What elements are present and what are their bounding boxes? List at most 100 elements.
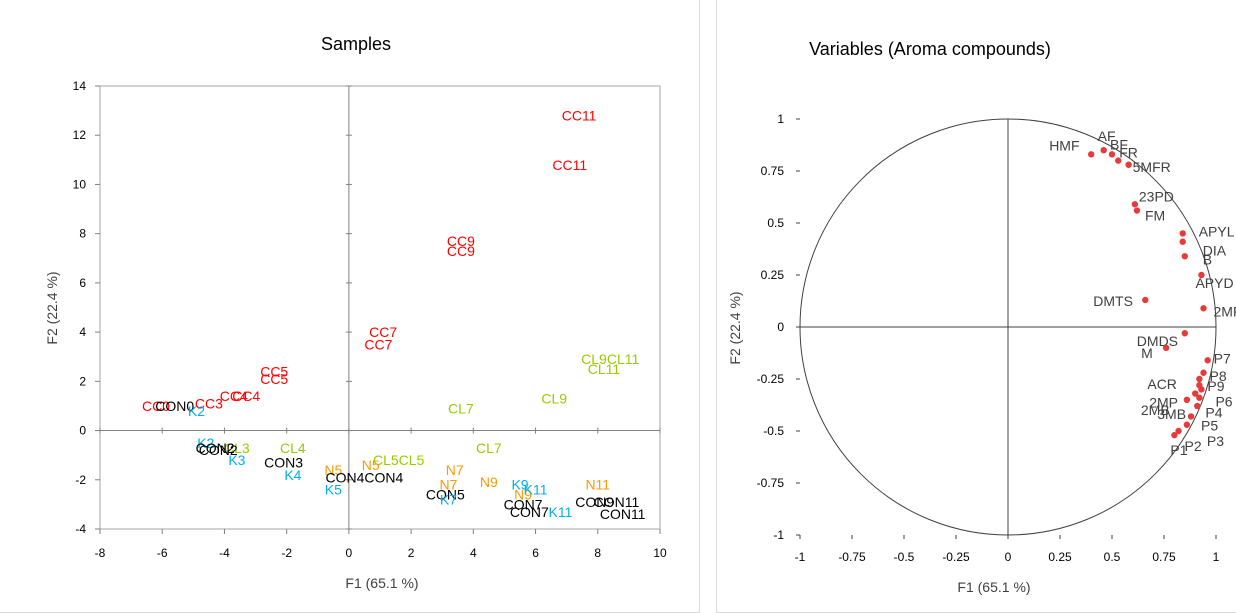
variable-label: 2MF (1214, 303, 1236, 319)
x-tick-label: -0.75 (838, 550, 866, 564)
variable-point (1183, 396, 1191, 403)
sample-point-label: CC9 (447, 243, 475, 259)
variable-label: HMF (1049, 137, 1079, 153)
chart-title: Variables (Aroma compounds) (809, 39, 1051, 59)
y-tick-label: 2 (79, 374, 86, 388)
variable-label: M (1141, 345, 1153, 361)
variable-label: P8 (1210, 368, 1227, 384)
variables-chart: Variables (Aroma compounds) F1 (65.1 %) … (727, 39, 1236, 595)
sample-point-label: CC5 (260, 363, 288, 379)
sample-point-label: CON2 (199, 442, 238, 458)
variable-point (1198, 271, 1205, 279)
x-tick-label: 2 (408, 546, 415, 560)
variable-label: 2MB (1141, 402, 1170, 418)
x-tick-label: 8 (594, 546, 601, 560)
x-tick-label: 0.5 (1104, 550, 1121, 564)
sample-point-label: K5 (325, 482, 342, 498)
sample-point-label: CL11 (588, 361, 621, 377)
sample-point-label: CON4CON4 (326, 469, 404, 485)
variable-label: BF (1110, 136, 1128, 152)
plot-area: -8 -6 -4 -2 0 2 4 6 8 10 -4 -2 0 2 4 6 8 10 12 14 (73, 79, 667, 560)
variable-point (1196, 375, 1203, 383)
x-tick-label: 10 (653, 546, 667, 560)
sample-point-label: K7 (440, 491, 457, 507)
sample-point-label: CL3 (224, 440, 250, 456)
y-tick-label: 4 (79, 325, 86, 339)
sample-point-label: CON3 (264, 455, 303, 471)
variable-point (1200, 369, 1207, 376)
y-tick-label: -1 (773, 528, 784, 542)
x-tick-label: -6 (157, 546, 168, 560)
y-tick-label: -4 (75, 522, 86, 536)
variable-point (1115, 157, 1122, 164)
sample-point-label: CC5 (260, 371, 288, 387)
sample-point-label: CON7 (510, 504, 549, 520)
variable-label: P1 (1170, 442, 1187, 458)
variable-point (1171, 431, 1178, 439)
variable-label: ACR (1147, 376, 1177, 392)
x-axis-label: F1 (65.1 %) (345, 575, 418, 591)
sample-point-label: CC9 (447, 233, 475, 249)
variable-label: B (1203, 251, 1212, 267)
data-points: HMFAFBFFR5MFR23PDFMAPYLDIABAPYDDMTS2MFDM… (1049, 128, 1236, 458)
sample-point-label: CON0 (155, 398, 194, 414)
variable-label: FR (1119, 145, 1138, 161)
y-tick-label: 0 (777, 320, 784, 334)
sample-point-label: K11 (549, 504, 573, 520)
y-tick-label: 14 (73, 79, 87, 93)
variable-point (1181, 330, 1188, 337)
y-tick-label: 12 (73, 128, 87, 142)
sample-point-label: CL5CL5 (373, 452, 425, 468)
variable-point (1142, 296, 1149, 304)
variable-label: DMTS (1093, 293, 1133, 309)
variable-label: P3 (1207, 433, 1224, 449)
variable-point (1108, 151, 1116, 158)
x-tick-label: -0.25 (942, 550, 970, 564)
variable-point (1181, 253, 1188, 260)
sample-point-label: CL7 (448, 400, 474, 416)
variable-point (1125, 161, 1132, 168)
sample-point-label: CC0 (142, 398, 170, 414)
sample-point-label: CON9 (575, 494, 614, 510)
variable-point (1179, 238, 1186, 245)
sample-point-label: CL9CL11 (581, 351, 639, 367)
variable-point (1198, 386, 1205, 393)
y-tick-label: 0.25 (761, 268, 785, 282)
x-tick-label: 0.25 (1048, 550, 1072, 564)
variable-point (1192, 390, 1199, 397)
variables-chart-panel: Variables (Aroma compounds) F1 (65.1 %) … (716, 0, 1236, 613)
variable-label: 5MFR (1133, 159, 1171, 175)
sample-point-label: CC7 (364, 336, 392, 352)
variable-label: P5 (1201, 417, 1218, 433)
y-tick-label: 0.5 (767, 216, 784, 230)
sample-point-label: CL9 (541, 391, 567, 407)
samples-chart: Samples F1 (65.1 %) F2 (22.4 %) -8 -6 -4 -2… (44, 34, 667, 591)
variable-label: APYL (1199, 223, 1235, 239)
variable-label: P2 (1185, 438, 1202, 454)
sample-point-label: CC11 (562, 108, 597, 124)
plot-area: -1 -0.75 -0.5 -0.25 0 0.25 0.5 0.75 1 -1 -0.75 -0.5… (757, 112, 1220, 564)
x-tick-label: -0.5 (894, 550, 915, 564)
chart-title: Samples (321, 34, 391, 54)
variable-point (1162, 344, 1170, 351)
sample-point-label: N9 (480, 474, 498, 490)
x-tick-label: 0 (346, 546, 353, 560)
x-tick-label: -4 (219, 546, 230, 560)
y-tick-label: 0 (79, 424, 86, 438)
sample-point-label: K4 (284, 467, 301, 483)
variable-point (1088, 151, 1095, 158)
variable-label: FM (1145, 208, 1165, 224)
variable-point (1196, 394, 1203, 401)
variable-point (1179, 230, 1186, 237)
y-axis-label: F2 (22.4 %) (727, 291, 743, 364)
sample-point-label: CON11 (594, 494, 640, 510)
variable-label: P4 (1205, 405, 1222, 421)
variable-label: 23PD (1139, 188, 1174, 204)
y-tick-label: 10 (73, 177, 87, 191)
y-tick-label: -0.25 (757, 372, 785, 386)
sample-point-label: K11 (524, 482, 548, 498)
sample-point-label: CC4 (220, 388, 248, 404)
y-tick-label: 6 (79, 276, 86, 290)
y-tick-label: 1 (777, 112, 784, 126)
variable-point (1194, 402, 1201, 410)
